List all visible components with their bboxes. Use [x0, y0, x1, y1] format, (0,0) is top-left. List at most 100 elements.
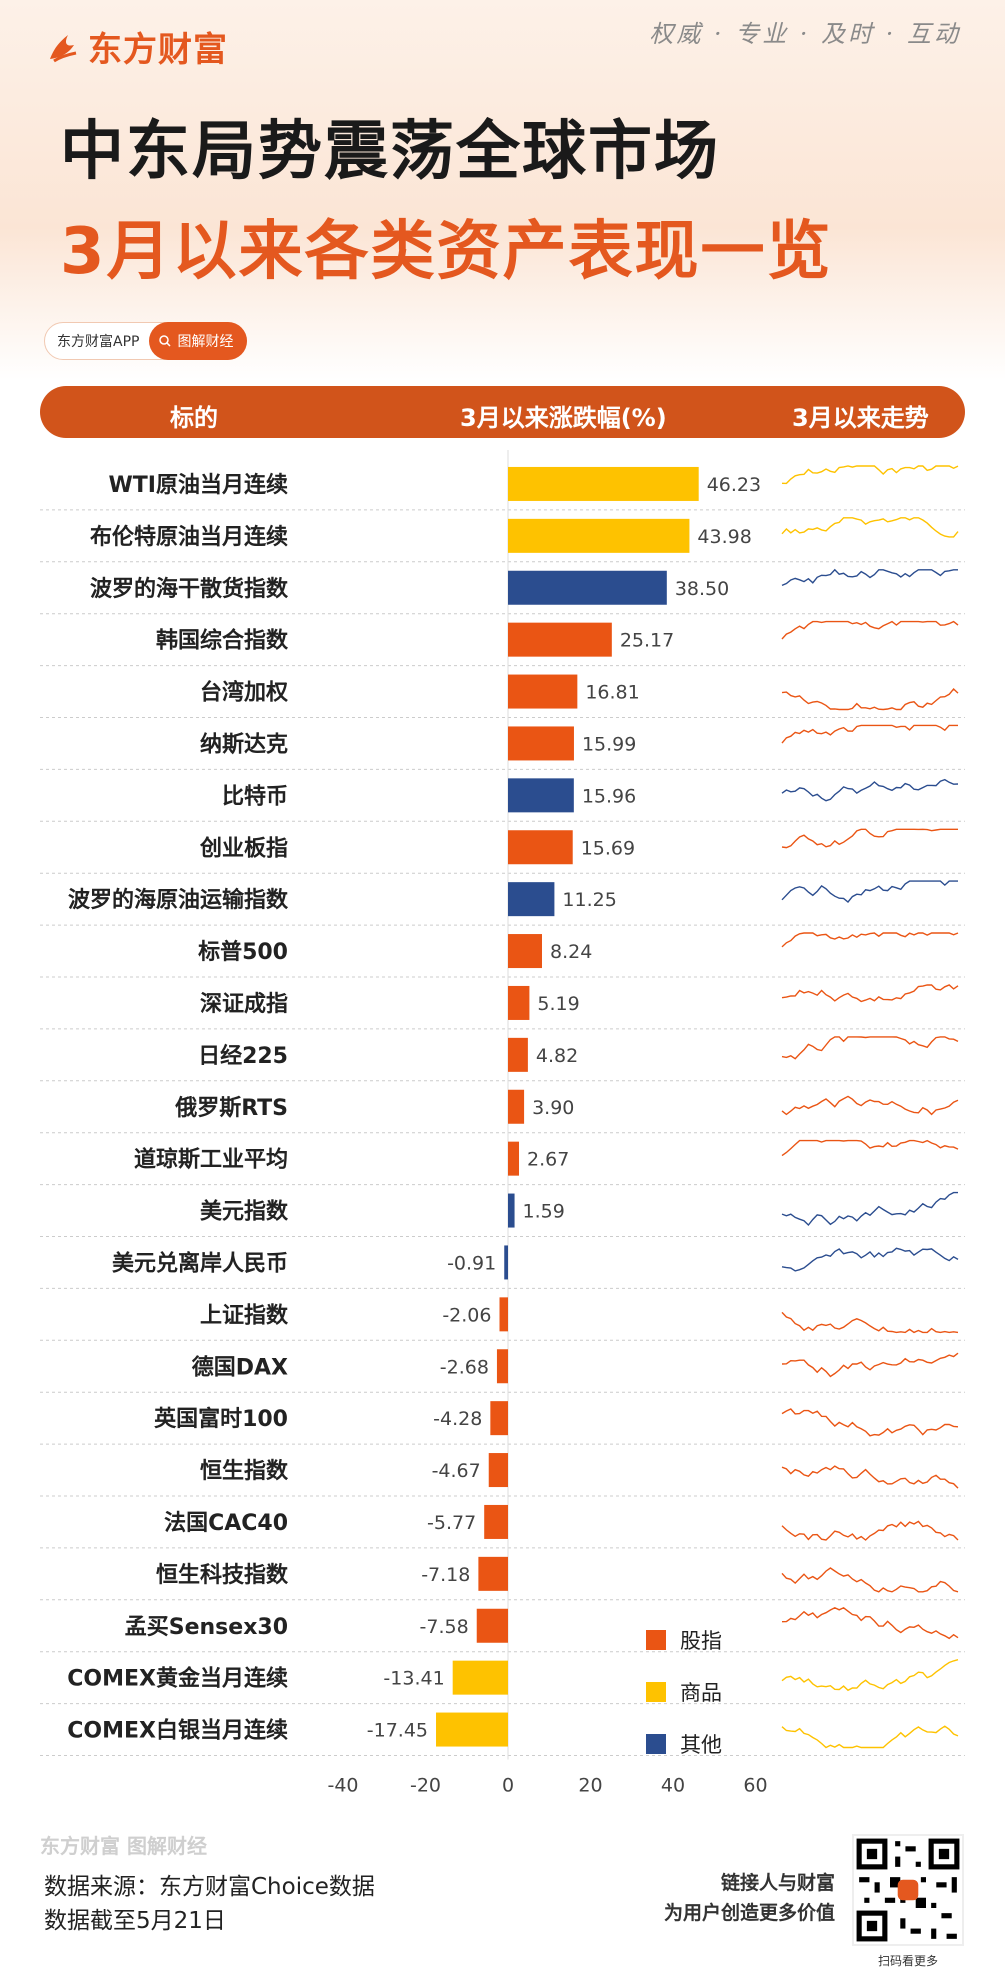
bar: [508, 674, 578, 709]
header-col-change: 3月以来涨跌幅(%): [460, 404, 667, 432]
bar: [478, 1556, 508, 1591]
category-label: 深证成指: [200, 992, 288, 1017]
qr-code-icon[interactable]: [852, 1834, 964, 1946]
bar: [508, 1089, 525, 1124]
page-title: 中东局势震荡全球市场: [60, 115, 720, 189]
category-label: 创业板指: [199, 836, 288, 861]
category-label: 孟买Sensex30: [125, 1615, 288, 1640]
bar: [490, 1401, 508, 1436]
tujie-badge: 图解财经: [149, 322, 248, 360]
footer-slogan: 链接人与财富 为用户创造更多价值: [664, 1868, 835, 1928]
x-tick-label: 20: [578, 1775, 602, 1797]
bar: [508, 882, 555, 917]
trend-sparkline: [781, 1311, 959, 1334]
value-label: 1.59: [523, 1201, 565, 1223]
legend-swatch-commodity: [646, 1682, 666, 1702]
bar: [508, 1193, 515, 1228]
value-label: -7.18: [421, 1564, 470, 1586]
category-label: 英国富时100: [154, 1406, 288, 1432]
value-label: 46.23: [707, 474, 761, 496]
value-label: -17.45: [367, 1720, 428, 1742]
bar: [436, 1712, 508, 1747]
category-label: 美元兑离岸人民币: [112, 1250, 288, 1276]
category-label: 波罗的海干散货指数: [90, 576, 289, 602]
bar: [508, 466, 699, 501]
category-label: 台湾加权: [200, 680, 289, 706]
header-col-target: 标的: [170, 404, 218, 432]
bar: [508, 622, 612, 657]
footer-logo: 东方财富 图解财经: [40, 1834, 207, 1858]
search-icon: [159, 335, 171, 347]
footer-slogan-line2: 为用户创造更多价值: [663, 1902, 835, 1924]
category-label: 恒生科技指数: [156, 1562, 289, 1588]
trend-sparkline: [781, 880, 958, 903]
category-label: 法国CAC40: [164, 1511, 288, 1536]
x-tick-label: 60: [743, 1775, 767, 1797]
value-label: -4.28: [433, 1408, 482, 1430]
value-label: 4.82: [536, 1045, 578, 1067]
chart-legend: 股指 商品 其他: [646, 1614, 722, 1770]
value-label: -0.91: [447, 1252, 496, 1274]
trend-sparkline: [781, 984, 959, 1003]
value-label: 8.24: [550, 941, 592, 963]
trend-sparkline: [781, 1095, 959, 1116]
legend-item-commodity: 商品: [646, 1666, 722, 1718]
legend-item-other: 其他: [646, 1718, 722, 1770]
category-label: 标普500: [198, 939, 288, 965]
trend-sparkline: [781, 1606, 959, 1640]
value-label: 16.81: [585, 682, 639, 704]
x-tick-label: 40: [661, 1775, 685, 1797]
legend-label-stock: 股指: [680, 1629, 722, 1653]
brand-logo-text: 东方财富: [88, 30, 228, 70]
header-background: [0, 0, 1005, 380]
category-label: 恒生指数: [200, 1458, 289, 1484]
bar: [508, 1141, 520, 1176]
value-label: 15.96: [582, 785, 636, 807]
trend-sparkline: [781, 778, 959, 802]
category-label: 美元指数: [200, 1199, 289, 1225]
value-label: -2.06: [442, 1304, 491, 1326]
legend-swatch-other: [646, 1734, 666, 1754]
category-label: 比特币: [222, 783, 288, 809]
value-label: 15.99: [582, 733, 636, 755]
bar-chart: WTI原油当月连续 46.23 布伦特原油当月连续 43.98 波罗的海干散货指数 38.…: [40, 450, 965, 1797]
category-label: 布伦特原油当月连续: [90, 524, 288, 550]
trend-sparkline: [781, 724, 958, 744]
qr-caption: 扫码看更多: [877, 1954, 938, 1968]
value-label: 38.50: [675, 578, 729, 600]
legend-item-stock: 股指: [646, 1614, 722, 1666]
footer-slogan-line1: 链接人与财富: [720, 1872, 835, 1894]
page-subtitle: 3月以来各类资产表现一览: [60, 215, 833, 289]
value-label: 15.69: [581, 837, 635, 859]
bar: [508, 934, 542, 969]
trend-sparkline: [781, 465, 959, 485]
trend-sparkline: [781, 932, 959, 948]
trend-sparkline: [781, 568, 958, 587]
trend-sparkline: [781, 620, 959, 640]
trend-sparkline: [781, 1567, 959, 1593]
bar: [508, 726, 574, 761]
bar: [508, 830, 573, 865]
trend-sparkline: [781, 828, 958, 849]
value-label: 43.98: [697, 526, 751, 548]
header-col-trend: 3月以来走势: [792, 404, 929, 432]
legend-swatch-stock: [646, 1630, 666, 1650]
category-label: COMEX白银当月连续: [67, 1718, 288, 1744]
bar: [508, 778, 574, 813]
trend-sparkline: [781, 1352, 959, 1378]
bar: [488, 1453, 508, 1488]
value-label: -5.77: [427, 1512, 476, 1534]
table-header: 标的 3月以来涨跌幅(%) 3月以来走势: [40, 386, 965, 438]
trend-sparkline: [781, 1247, 959, 1272]
trend-sparkline: [781, 517, 959, 538]
app-badge-label: 东方财富APP: [57, 334, 140, 350]
legend-label-commodity: 商品: [680, 1681, 722, 1705]
category-label: 上证指数: [200, 1302, 289, 1328]
trend-sparkline: [781, 687, 959, 711]
value-label: 3.90: [532, 1097, 574, 1119]
app-badge: 东方财富APP 图解财经: [44, 322, 248, 360]
category-label: 纳斯达克: [200, 731, 288, 757]
bar: [452, 1660, 508, 1695]
category-label: 波罗的海原油运输指数: [68, 887, 289, 913]
trend-sparkline: [781, 1139, 959, 1157]
